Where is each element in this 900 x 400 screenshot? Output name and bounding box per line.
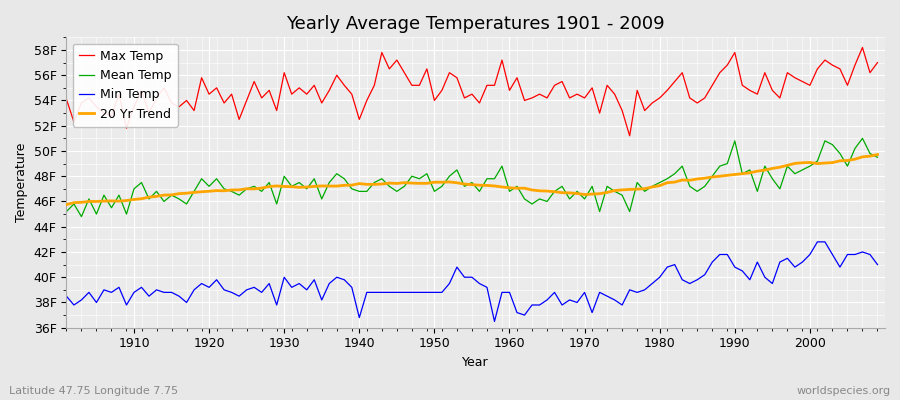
X-axis label: Year: Year xyxy=(463,356,489,369)
Max Temp xyxy=(504,88,515,93)
Text: worldspecies.org: worldspecies.org xyxy=(796,386,891,396)
20 Yr Trend xyxy=(331,184,342,188)
Legend: Max Temp, Mean Temp, Min Temp, 20 Yr Trend: Max Temp, Mean Temp, Min Temp, 20 Yr Tre… xyxy=(73,44,178,127)
Line: Min Temp: Min Temp xyxy=(67,242,878,322)
Mean Temp xyxy=(129,186,140,191)
Min Temp xyxy=(827,252,838,257)
Mean Temp xyxy=(293,180,304,185)
Mean Temp xyxy=(872,155,883,160)
Min Temp xyxy=(519,313,530,318)
20 Yr Trend xyxy=(872,152,883,157)
Min Temp xyxy=(203,285,214,290)
20 Yr Trend xyxy=(594,191,605,196)
Min Temp xyxy=(580,290,590,295)
Min Temp xyxy=(489,319,500,324)
20 Yr Trend xyxy=(286,184,297,189)
Text: Latitude 47.75 Longitude 7.75: Latitude 47.75 Longitude 7.75 xyxy=(9,386,178,396)
Max Temp xyxy=(594,111,605,116)
20 Yr Trend xyxy=(504,186,515,190)
20 Yr Trend xyxy=(61,202,72,207)
20 Yr Trend xyxy=(497,184,508,189)
20 Yr Trend xyxy=(122,198,132,203)
Mean Temp xyxy=(76,214,86,219)
Min Temp xyxy=(812,240,823,244)
Line: Mean Temp: Mean Temp xyxy=(67,138,878,217)
Mean Temp xyxy=(61,209,72,214)
Mean Temp xyxy=(511,184,522,189)
Min Temp xyxy=(850,252,860,257)
Line: 20 Yr Trend: 20 Yr Trend xyxy=(67,154,878,205)
Mean Temp xyxy=(504,189,515,194)
Max Temp xyxy=(122,126,132,131)
Title: Yearly Average Temperatures 1901 - 2009: Yearly Average Temperatures 1901 - 2009 xyxy=(286,15,665,33)
Mean Temp xyxy=(339,176,350,181)
Max Temp xyxy=(625,134,635,138)
Line: Max Temp: Max Temp xyxy=(67,48,878,136)
Max Temp xyxy=(61,97,72,102)
Max Temp xyxy=(497,58,508,62)
Mean Temp xyxy=(857,136,868,141)
Min Temp xyxy=(234,294,245,298)
Max Temp xyxy=(286,92,297,96)
Max Temp xyxy=(331,73,342,78)
Mean Temp xyxy=(602,184,613,189)
Max Temp xyxy=(872,60,883,65)
Max Temp xyxy=(857,45,868,50)
Min Temp xyxy=(61,294,72,298)
Min Temp xyxy=(872,262,883,267)
Y-axis label: Temperature: Temperature xyxy=(15,143,28,222)
